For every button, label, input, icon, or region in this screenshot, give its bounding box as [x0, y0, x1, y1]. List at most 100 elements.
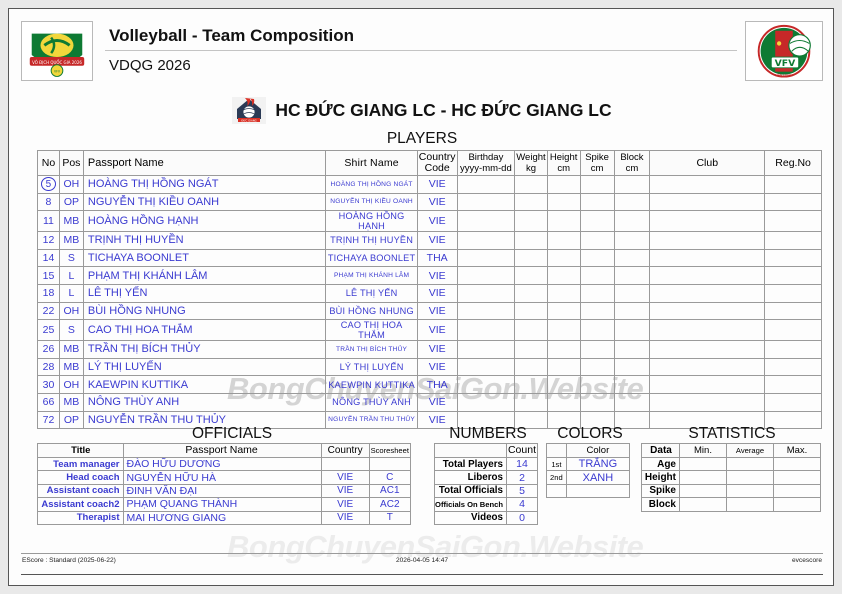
footer-timestamp: 2026-04-05 14:47	[395, 557, 449, 564]
officials-table: Title Passport Name Country Scoresheet T…	[37, 443, 412, 525]
player-position: MB	[58, 357, 84, 377]
players-table-row[interactable]: 28 MB LÝ THỊ LUYẾN LÝ THỊ LUYẾN VIE	[37, 357, 822, 377]
player-birthday	[456, 231, 516, 250]
statistics-row-average	[726, 470, 774, 485]
player-block	[613, 340, 651, 359]
officials-header-row: Title Passport Name Country Scoresheet	[37, 443, 412, 458]
official-scoresheet-code: AC2	[368, 497, 412, 512]
players-table-row[interactable]: 5 OH HOÀNG THỊ HỒNG NGÁT HOÀNG THỊ HỒNG NGÁ…	[37, 175, 822, 194]
player-position: MB	[58, 210, 84, 233]
players-table: No Pos Passport Name Shirt Name Country …	[37, 150, 822, 430]
official-scoresheet-code: T	[368, 510, 412, 525]
statistics-row-max	[773, 470, 821, 485]
colors-table-row-empty[interactable]	[546, 483, 631, 499]
col-header-color: Color	[565, 443, 631, 458]
players-table-row[interactable]: 26 MB TRẦN THỊ BÍCH THỦY TRẦN THỊ BÍCH THỦY…	[37, 340, 822, 359]
numbers-row-value: 2	[505, 470, 539, 485]
player-height	[546, 231, 581, 250]
player-passport-name: TRẦN THỊ BÍCH THỦY	[82, 340, 327, 359]
player-reg-no	[764, 410, 822, 430]
vfv-federation-logo: VFV LIÊN ĐOÀN	[745, 21, 823, 81]
svg-text:VFV: VFV	[775, 58, 796, 69]
officials-table-row[interactable]: Assistant coach2 PHẠM QUANG THÀNH VIE AC2	[37, 497, 412, 512]
official-country: VIE	[320, 497, 370, 512]
officials-table-row[interactable]: Therapist MAI HƯƠNG GIANG VIE T	[37, 510, 412, 525]
players-table-row[interactable]: 11 MB HOÀNG HỒNG HẠNH HOÀNG HỒNG HẠNH VIE	[37, 210, 822, 233]
statistics-table: Data Min. Average Max. Age Height Spike Blo…	[641, 443, 821, 512]
player-passport-name: LÝ THỊ LUYẾN	[82, 357, 327, 377]
colors-table-row[interactable]: 2nd XANH	[546, 470, 631, 485]
player-weight	[514, 319, 548, 342]
player-club	[649, 210, 766, 233]
player-shirt-name: TICHAYA BOONLET	[325, 248, 418, 268]
player-passport-name: HOÀNG THỊ HỒNG NGÁT	[82, 175, 327, 194]
players-table-row[interactable]: 25 S CAO THỊ HOA THẮM CAO THỊ HOA THẮM VIE	[37, 319, 822, 342]
players-table-row[interactable]: 66 MB NÔNG THÙY ANH NÔNG THÙY ANH VIE	[37, 392, 822, 412]
player-club	[649, 248, 766, 268]
player-spike	[579, 375, 615, 394]
player-height	[546, 319, 581, 342]
player-shirt-name: PHẠM THỊ KHÁNH LÂM	[325, 266, 418, 285]
players-table-row[interactable]: 72 OP NGUYỄN TRẦN THU THỦY NGUYỄN TRẦN THU …	[37, 410, 822, 430]
colors-table-body: 1st TRẮNG 2nd XANH	[546, 456, 631, 499]
player-country-code: VIE	[416, 410, 458, 430]
officials-table-row[interactable]: Team manager ĐÀO HỮU DƯƠNG	[37, 456, 412, 472]
player-reg-no	[764, 283, 822, 303]
player-passport-name: TICHAYA BOONLET	[82, 248, 327, 268]
officials-section-caption: OFFICIALS	[191, 425, 273, 442]
col-header-birthday-line2: yyyy-mm-dd	[460, 163, 512, 174]
captain-marker: 5	[40, 177, 56, 192]
official-scoresheet-code: AC1	[368, 483, 412, 499]
officials-section: OFFICIALS Title Passport Name Country Sc…	[37, 425, 427, 525]
player-passport-name: LÊ THỊ YẾN	[82, 283, 327, 303]
numbers-table-row: Videos 0	[434, 510, 539, 525]
player-birthday	[456, 392, 516, 412]
col-header-country-code: Country Code	[416, 150, 458, 176]
player-block	[613, 210, 651, 233]
players-table-row[interactable]: 18 L LÊ THỊ YẾN LÊ THỊ YẾN VIE	[37, 283, 822, 303]
player-number: 28	[37, 357, 60, 377]
player-club	[649, 266, 766, 285]
col-header-stat-average: Average	[726, 443, 774, 458]
player-passport-name: PHẠM THỊ KHÁNH LÂM	[82, 266, 327, 285]
player-number: 18	[37, 283, 60, 303]
statistics-row-label: Age	[641, 456, 680, 472]
col-header-height-line1: Height	[549, 152, 578, 163]
player-birthday	[456, 248, 516, 268]
colors-table-row[interactable]: 1st TRẮNG	[546, 456, 631, 472]
players-table-row[interactable]: 12 MB TRỊNH THỊ HUYỀN TRỊNH THỊ HUYỀN VIE	[37, 231, 822, 250]
player-number: 15	[37, 266, 60, 285]
official-title: Assistant coach	[37, 483, 124, 499]
player-number: 66	[37, 392, 60, 412]
players-table-row[interactable]: 14 S TICHAYA BOONLET TICHAYA BOONLET THA	[37, 248, 822, 268]
players-table-row[interactable]: 15 L PHẠM THỊ KHÁNH LÂM PHẠM THỊ KHÁNH LÂM V…	[37, 266, 822, 285]
player-club	[649, 392, 766, 412]
official-passport-name: ĐÀO HỮU DƯƠNG	[122, 456, 322, 472]
numbers-header-row: Count	[434, 443, 539, 458]
colors-row-value: XANH	[565, 470, 631, 485]
statistics-header-row: Data Min. Average Max.	[641, 443, 821, 458]
numbers-row-value: 14	[505, 456, 539, 472]
col-header-weight-line2: kg	[525, 163, 536, 174]
player-birthday	[456, 301, 516, 321]
svg-text:VÔ ĐỊCH QUỐC GIA 2026: VÔ ĐỊCH QUỐC GIA 2026	[32, 60, 82, 65]
official-country: VIE	[320, 510, 370, 525]
players-table-row[interactable]: 22 OH BÙI HỒNG NHUNG BÙI HỒNG NHUNG VIE	[37, 301, 822, 321]
statistics-table-row: Spike	[641, 483, 821, 499]
player-club	[649, 375, 766, 394]
col-header-spike-line1: Spike	[585, 152, 609, 163]
officials-table-row[interactable]: Head coach NGUYỄN HỮU HÀ VIE C	[37, 470, 412, 485]
officials-table-row[interactable]: Assistant coach ĐINH VĂN ĐẠI VIE AC1	[37, 483, 412, 499]
player-height	[546, 410, 581, 430]
player-position: OH	[58, 301, 84, 321]
page-title: Volleyball - Team Composition	[105, 21, 737, 51]
player-shirt-name: LÝ THỊ LUYẾN	[325, 357, 418, 377]
player-weight	[514, 340, 548, 359]
numbers-table-row: Total Players 14	[434, 456, 539, 472]
players-table-row[interactable]: 30 OH KAEWPIN KUTTIKA KAEWPIN KUTTIKA THA	[37, 375, 822, 394]
player-club	[649, 301, 766, 321]
player-club	[649, 175, 766, 194]
footer-version: EScore : Standard (2025-06-22)	[22, 557, 116, 564]
players-table-row[interactable]: 8 OP NGUYỄN THỊ KIỀU OANH NGUYỄN THỊ KIỀU O…	[37, 192, 822, 212]
official-passport-name: NGUYỄN HỮU HÀ	[122, 470, 322, 485]
